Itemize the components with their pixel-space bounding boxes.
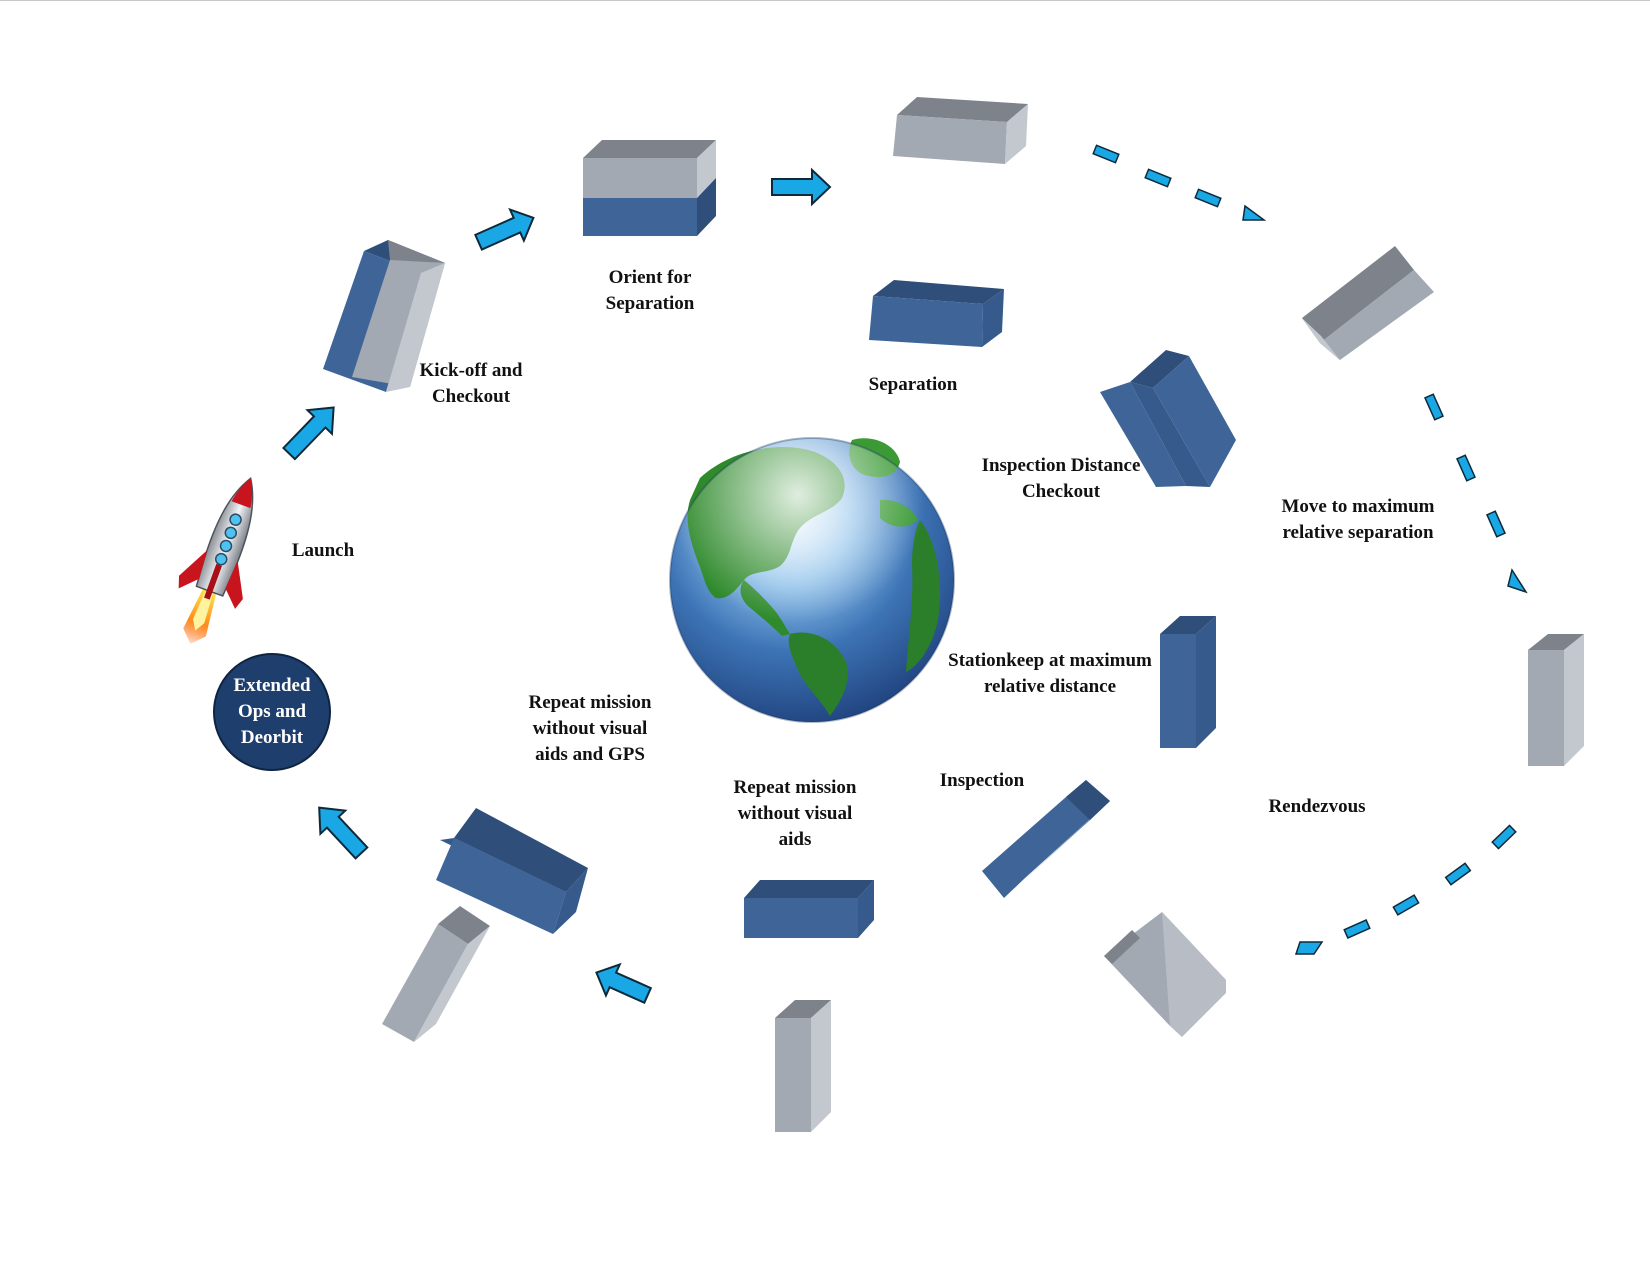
label-extended-ops: Extended Ops and Deorbit — [216, 673, 328, 751]
label-line: aids — [778, 829, 812, 850]
dash-arrowhead — [1294, 941, 1324, 955]
label-launch: Launch — [292, 538, 354, 564]
label-line: Separation — [605, 293, 695, 314]
block-repeat-no-visual — [744, 880, 874, 938]
label-line: Rendezvous — [1268, 796, 1366, 817]
label-line: Inspection — [939, 770, 1025, 791]
label-line: Repeat mission — [733, 777, 857, 798]
dash-segment — [1194, 188, 1222, 208]
block-separation-grey — [893, 97, 1028, 164]
arrow-launch-to-kickoff — [281, 406, 335, 461]
label-separation: Separation — [869, 372, 958, 398]
label-line: without visual — [532, 718, 648, 739]
label-repeat-no-visual-gps: Repeat mission without visual aids and G… — [529, 690, 652, 768]
label-line: without visual — [737, 803, 853, 824]
dash-segment — [1144, 168, 1172, 188]
block-bottom-left-grey — [382, 906, 490, 1042]
label-rendezvous: Rendezvous — [1268, 794, 1365, 820]
label-orient: Orient for Separation — [606, 265, 695, 317]
block-orient — [583, 140, 716, 236]
label-line: relative distance — [983, 676, 1117, 697]
dash-arrowhead — [1507, 568, 1528, 594]
label-line: Deorbit — [240, 727, 304, 748]
dash-segment — [1444, 862, 1472, 886]
label-line: Checkout — [431, 386, 511, 407]
block-move-max-grey — [1302, 246, 1434, 360]
dash-arrowhead — [1242, 204, 1267, 221]
block-inspection-blue — [982, 780, 1110, 898]
block-bottom-grey — [775, 1000, 831, 1132]
arrow-orient-to-separation — [771, 167, 832, 207]
label-line: Repeat mission — [528, 692, 652, 713]
label-line: Ops and — [237, 701, 307, 722]
label-line: relative separation — [1282, 522, 1434, 543]
earth-globe-icon — [669, 437, 955, 723]
label-kickoff: Kick-off and Checkout — [420, 358, 523, 410]
dash-segment — [1486, 510, 1506, 538]
label-line: Kick-off and — [419, 360, 523, 381]
block-kickoff — [323, 240, 445, 392]
label-line: aids and GPS — [535, 744, 645, 765]
label-line: Checkout — [1021, 481, 1101, 502]
dash-segment — [1343, 919, 1371, 939]
label-line: Move to maximum — [1281, 496, 1435, 517]
top-border-line — [0, 0, 1650, 1]
label-line: Extended — [233, 675, 311, 696]
label-inspection-distance: Inspection Distance Checkout — [982, 453, 1141, 505]
block-stationkeep-blue — [1160, 616, 1216, 748]
block-inspection-distance — [1100, 350, 1236, 487]
label-stationkeep: Stationkeep at maximum relative distance — [948, 648, 1152, 700]
dash-segment — [1092, 144, 1120, 164]
label-line: Inspection Distance — [981, 455, 1141, 476]
block-repeat-no-gps — [436, 808, 588, 934]
label-line: Orient for — [608, 267, 692, 288]
block-stationkeep-grey — [1528, 634, 1584, 766]
label-line: Separation — [868, 374, 958, 395]
label-repeat-no-visual: Repeat mission without visual aids — [734, 775, 857, 853]
arrow-repeat-to-repeat — [595, 962, 653, 1005]
dash-segment — [1424, 393, 1444, 421]
label-inspection: Inspection — [940, 768, 1024, 794]
block-separation-blue — [869, 280, 1004, 347]
dash-segment — [1456, 454, 1476, 482]
flow-arrows — [281, 167, 832, 1005]
arrow-kickoff-to-orient — [474, 207, 535, 251]
dash-segment — [1392, 894, 1420, 916]
label-move-max: Move to maximum relative separation — [1281, 494, 1434, 546]
rocket-icon — [178, 477, 254, 644]
arrow-to-extended-ops — [318, 806, 369, 860]
block-rendezvous-grey — [1104, 912, 1226, 1037]
dashed-flow-arrows — [1092, 144, 1528, 955]
extended-ops-circle — [213, 653, 331, 771]
label-line: Launch — [291, 540, 355, 561]
label-line: Stationkeep at maximum — [948, 650, 1152, 671]
dash-segment — [1491, 824, 1517, 850]
